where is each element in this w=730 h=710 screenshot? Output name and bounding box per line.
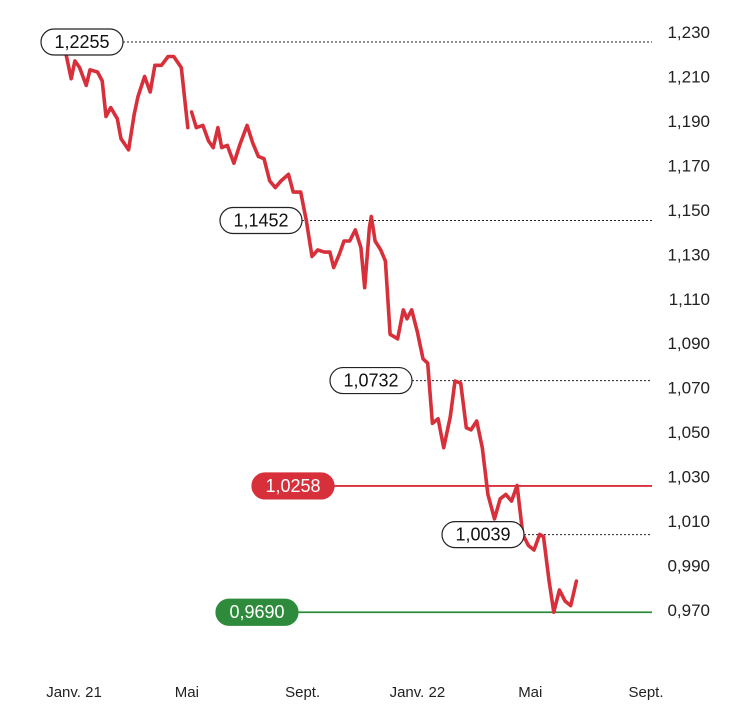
reference-label: 1,0039 xyxy=(455,525,510,545)
reference-badge xyxy=(219,206,303,235)
y-tick-label: 1,090 xyxy=(667,334,710,353)
reference-lines xyxy=(123,41,652,614)
reference-badge xyxy=(329,366,413,395)
y-tick-label: 1,170 xyxy=(667,156,710,175)
x-tick-label: Mai xyxy=(175,684,199,701)
series-line xyxy=(189,110,579,614)
series-line xyxy=(58,45,190,152)
y-tick-label: 1,230 xyxy=(667,23,710,42)
y-axis: 1,230 1,210 1,190 1,170 1,150 1,130 1,110 1,090… xyxy=(667,23,710,620)
level-badge xyxy=(251,472,335,500)
level-label: 1,0258 xyxy=(265,476,320,496)
y-tick-label: 1,130 xyxy=(667,245,710,264)
reference-label: 1,1452 xyxy=(233,211,288,231)
x-tick-label: Mai xyxy=(518,684,542,701)
y-tick-label: 1,190 xyxy=(667,112,710,131)
series-group xyxy=(58,45,579,614)
y-tick-label: 1,210 xyxy=(667,67,710,86)
x-tick-label: Sept. xyxy=(285,684,320,701)
y-tick-label: 1,110 xyxy=(669,290,710,309)
level-badge xyxy=(215,598,299,626)
x-tick-label: Janv. 21 xyxy=(46,684,102,701)
x-axis: Janv. 21 Mai Sept. Janv. 22 Mai Sept. xyxy=(46,684,663,701)
y-tick-label: 1,010 xyxy=(667,512,710,531)
y-tick-label: 0,990 xyxy=(667,557,710,576)
y-tick-label: 1,150 xyxy=(667,201,710,220)
reference-badge xyxy=(441,521,525,549)
x-tick-label: Janv. 22 xyxy=(390,684,446,701)
y-tick-label: 1,030 xyxy=(667,468,710,487)
reference-labels: 1,2255 1,1452 1,0732 1,0039 1,0258 0,9690 xyxy=(40,28,525,626)
y-tick-label: 1,050 xyxy=(667,423,710,442)
x-tick-label: Sept. xyxy=(628,684,663,701)
y-tick-label: 1,070 xyxy=(667,379,710,398)
y-tick-label: 0,970 xyxy=(667,601,710,620)
level-label: 0,9690 xyxy=(229,602,284,622)
reference-label: 1,2255 xyxy=(54,32,109,52)
reference-label: 1,0732 xyxy=(343,371,398,391)
reference-badge xyxy=(40,28,124,56)
